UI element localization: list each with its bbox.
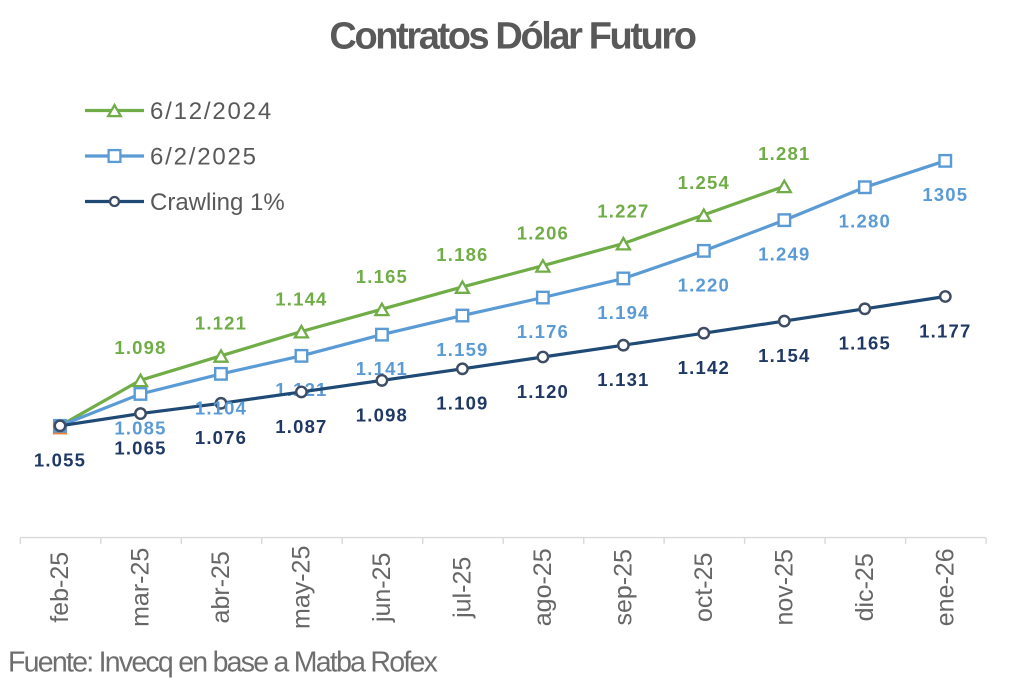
svg-text:6/2/2025: 6/2/2025	[150, 143, 258, 170]
svg-text:feb-25: feb-25	[46, 552, 74, 623]
svg-text:jul-25: jul-25	[448, 557, 476, 619]
svg-text:1.087: 1.087	[275, 416, 327, 437]
svg-text:1.055: 1.055	[34, 450, 86, 471]
svg-text:1.177: 1.177	[919, 320, 971, 341]
svg-text:1.206: 1.206	[517, 223, 569, 244]
svg-text:1.220: 1.220	[678, 274, 730, 295]
svg-text:1.194: 1.194	[597, 302, 649, 323]
svg-text:nov-25: nov-25	[770, 549, 798, 625]
svg-text:1.154: 1.154	[758, 345, 810, 366]
svg-text:1.131: 1.131	[597, 369, 649, 390]
svg-text:1.120: 1.120	[517, 381, 569, 402]
svg-text:1.186: 1.186	[436, 244, 488, 265]
svg-text:1.159: 1.159	[436, 339, 488, 360]
svg-text:1.098: 1.098	[356, 404, 408, 425]
svg-text:1.176: 1.176	[517, 321, 569, 342]
svg-text:1.280: 1.280	[839, 211, 891, 232]
svg-text:1.165: 1.165	[356, 266, 408, 287]
svg-text:oct-25: oct-25	[690, 553, 718, 622]
svg-text:ene-26: ene-26	[931, 548, 959, 626]
svg-text:1.085: 1.085	[114, 417, 166, 438]
svg-text:Fuente: Invecq en base a Matba: Fuente: Invecq en base a Matba Rofex	[8, 647, 438, 679]
svg-text:jun-25: jun-25	[368, 553, 396, 624]
svg-text:1.165: 1.165	[839, 333, 891, 354]
svg-text:dic-25: dic-25	[851, 553, 879, 621]
svg-text:1305: 1305	[922, 184, 968, 205]
svg-text:1.227: 1.227	[597, 200, 649, 221]
svg-text:1.121: 1.121	[195, 313, 247, 334]
svg-text:1.104: 1.104	[195, 397, 247, 418]
svg-text:1.142: 1.142	[678, 357, 730, 378]
svg-text:1.076: 1.076	[195, 427, 247, 448]
svg-text:1.249: 1.249	[758, 244, 810, 265]
svg-text:1.254: 1.254	[678, 172, 730, 193]
svg-text:6/12/2024: 6/12/2024	[150, 98, 273, 125]
svg-text:may-25: may-25	[287, 546, 315, 629]
svg-text:mar-25: mar-25	[127, 548, 155, 627]
svg-text:1.144: 1.144	[275, 288, 327, 309]
svg-text:1.281: 1.281	[758, 143, 810, 164]
svg-text:1.141: 1.141	[356, 358, 408, 379]
svg-text:1.109: 1.109	[436, 393, 488, 414]
svg-text:Contratos Dólar Futuro: Contratos Dólar Futuro	[329, 16, 695, 58]
svg-text:sep-25: sep-25	[609, 549, 637, 625]
svg-text:1.065: 1.065	[114, 438, 166, 459]
svg-text:ago-25: ago-25	[529, 548, 557, 626]
svg-text:abr-25: abr-25	[207, 551, 235, 623]
svg-text:1.098: 1.098	[114, 337, 166, 358]
svg-text:Crawling 1%: Crawling 1%	[150, 189, 285, 216]
